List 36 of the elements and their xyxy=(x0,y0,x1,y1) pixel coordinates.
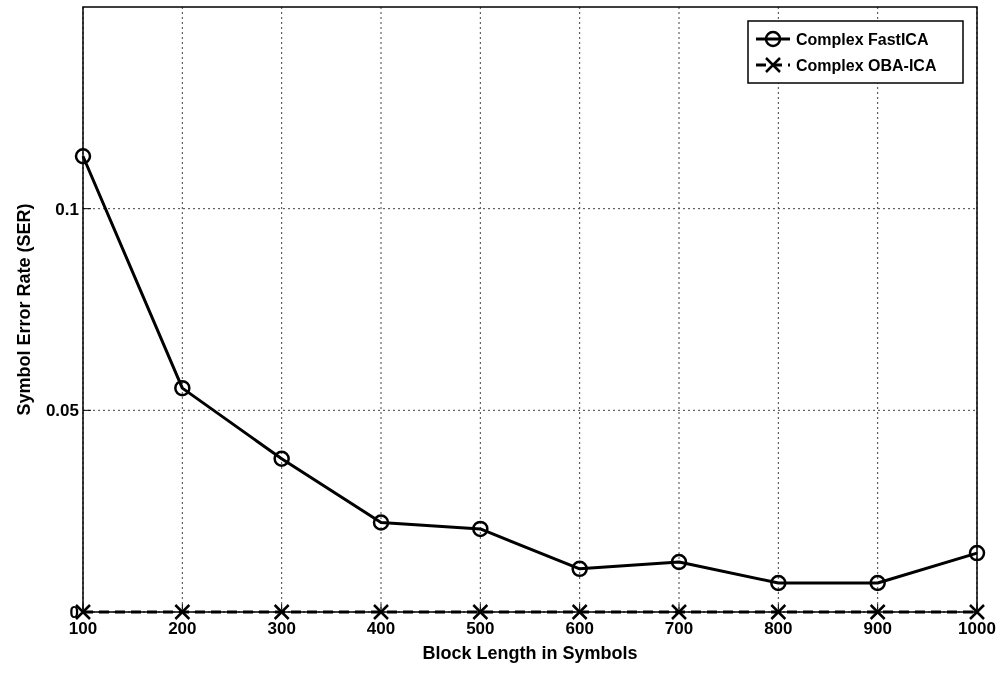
x-tick-label: 800 xyxy=(764,619,793,638)
x-tick-label: 700 xyxy=(664,619,694,638)
point xyxy=(869,574,886,592)
point xyxy=(372,603,390,621)
point xyxy=(472,520,489,538)
point xyxy=(273,603,290,621)
point xyxy=(372,514,390,531)
y-tick-label: 0 xyxy=(69,603,79,622)
point xyxy=(968,544,986,562)
point xyxy=(174,603,191,621)
x-tick-label: 100 xyxy=(68,619,98,638)
point xyxy=(472,603,489,621)
point xyxy=(571,603,588,621)
point xyxy=(670,553,688,571)
x-tick-label: 1000 xyxy=(958,619,996,638)
point xyxy=(869,603,886,621)
x-tick-label: 300 xyxy=(267,619,296,638)
x-tick-label: 400 xyxy=(366,619,396,638)
point xyxy=(74,147,92,165)
point xyxy=(770,574,787,592)
x-tick-label: 900 xyxy=(863,619,892,638)
y-axis-title: Symbol Error Rate (SER) xyxy=(14,203,34,416)
point xyxy=(571,560,588,578)
y-tick-label: 0.05 xyxy=(45,401,79,421)
point xyxy=(174,379,191,397)
legend-label: Complex OBA-ICA xyxy=(796,57,937,74)
point xyxy=(770,603,787,621)
x-tick-label: 600 xyxy=(565,619,594,638)
legend-label: Complex FastICA xyxy=(796,31,929,48)
point xyxy=(670,603,688,621)
point xyxy=(968,603,986,621)
y-tick-label: 0.1 xyxy=(55,199,79,219)
x-tick-label: 500 xyxy=(466,619,495,638)
x-tick-label: 200 xyxy=(168,619,197,638)
x-axis-title: Block Length in Symbols xyxy=(422,643,638,663)
point xyxy=(273,450,290,467)
